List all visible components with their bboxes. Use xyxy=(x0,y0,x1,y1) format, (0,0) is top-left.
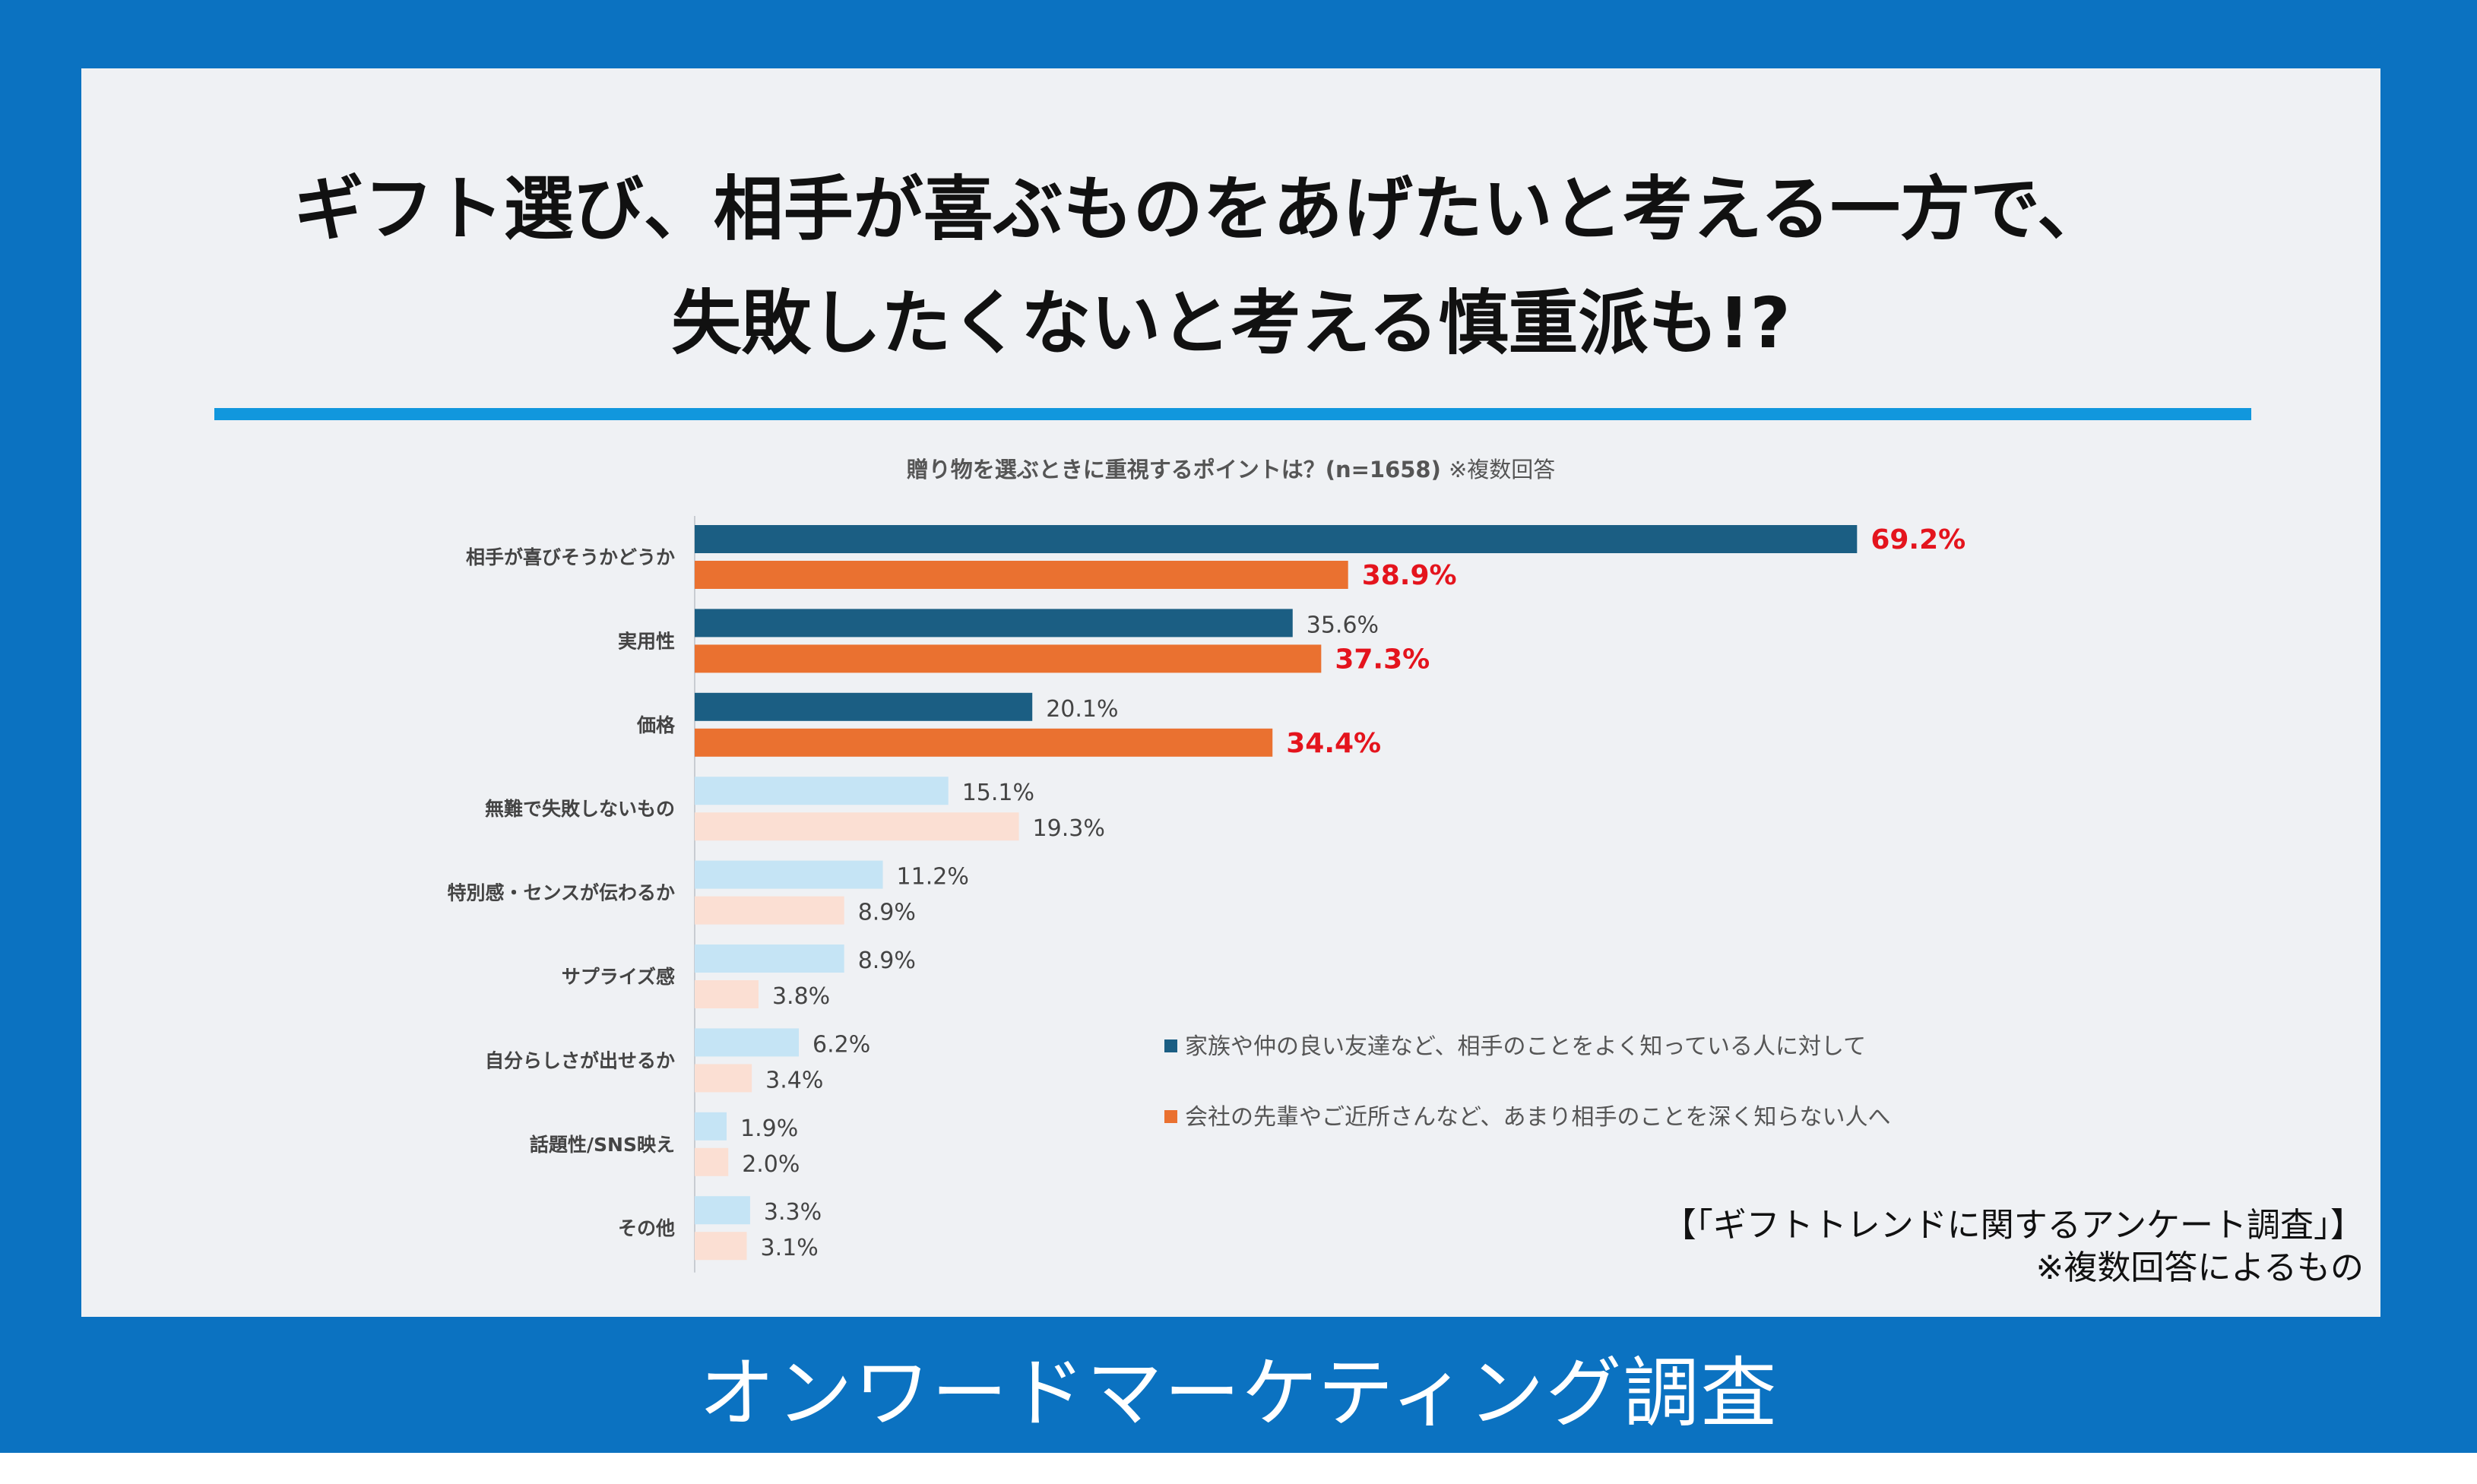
data-label-series-2: 19.3% xyxy=(1033,815,1105,842)
category-label: 特別感・センスが伝わるか xyxy=(447,882,675,904)
bar-chart: 相手が喜びそうかどうか 69.2% 38.9% 実用性 35.6% 37.3% 価格 20.1… xyxy=(447,516,1965,1273)
bar-series-1 xyxy=(695,609,1293,638)
chart-title-main: 贈り物を選ぶときに重視するポイントは？(n=1658) xyxy=(906,457,1441,483)
bar-series-1 xyxy=(695,860,883,889)
footer-caption: オンワードマーケティング調査 xyxy=(698,1349,1779,1438)
source-line-2: ※複数回答によるもの xyxy=(2035,1248,2364,1288)
category-label: 自分らしさが出せるか xyxy=(485,1049,675,1071)
data-label-series-2: 3.1% xyxy=(761,1235,819,1261)
bar-series-1 xyxy=(695,1196,750,1225)
bar-series-2 xyxy=(695,644,1322,673)
headline-line-2: 失敗したくないと考える慎重派も!? xyxy=(671,283,1791,364)
chart-title: 贈り物を選ぶときに重視するポイントは？(n=1658) ※複数回答 xyxy=(81,452,2380,484)
category-label: 相手が喜びそうかどうか xyxy=(466,546,675,568)
category-label: サプライズ感 xyxy=(562,966,675,988)
content-panel: ギフト選び、相手が喜ぶものをあげたいと考える一方で、 失敗したくないと考える慎重… xyxy=(81,68,2380,1317)
data-label-series-1: 1.9% xyxy=(740,1115,798,1142)
legend-item-series-2: 会社の先輩やご近所さんなど、あまり相手のことを深く知らない人へ xyxy=(1164,1098,1891,1131)
bar-series-2 xyxy=(695,1232,747,1261)
category-label: 話題性/SNS映え xyxy=(530,1134,675,1156)
bar-series-2 xyxy=(695,812,1019,841)
legend-label-series-1: 家族や仲の良い友達など、相手のことをよく知っている人に対して xyxy=(1185,1033,1867,1060)
data-label-series-2: 8.9% xyxy=(858,900,916,926)
data-label-series-2: 2.0% xyxy=(742,1151,800,1178)
headline-line-1: ギフト選び、相手が喜ぶものをあげたいと考える一方で、 xyxy=(293,169,2108,250)
data-label-series-2: 3.8% xyxy=(772,983,830,1010)
data-label-series-1: 69.2% xyxy=(1870,524,1965,555)
data-label-series-1: 6.2% xyxy=(812,1031,870,1058)
divider-rule xyxy=(214,408,2251,420)
bar-series-1 xyxy=(695,1028,800,1057)
bar-series-1 xyxy=(695,525,1858,553)
data-label-series-1: 11.2% xyxy=(897,864,969,891)
bar-series-1 xyxy=(695,777,949,805)
data-label-series-2: 34.4% xyxy=(1286,728,1381,759)
legend-label-series-2: 会社の先輩やご近所さんなど、あまり相手のことを深く知らない人へ xyxy=(1185,1104,1891,1131)
bar-series-2 xyxy=(695,980,759,1008)
data-label-series-1: 15.1% xyxy=(962,780,1034,806)
data-label-series-2: 3.4% xyxy=(765,1067,823,1093)
data-label-series-1: 8.9% xyxy=(858,948,916,974)
source-line-1: 【「ギフトトレンドに関するアンケート調査」】 xyxy=(1662,1206,2364,1245)
data-label-series-1: 20.1% xyxy=(1046,696,1118,723)
category-label: 価格 xyxy=(636,714,676,736)
legend-swatch-series-1 xyxy=(1164,1039,1177,1052)
data-label-series-2: 37.3% xyxy=(1335,644,1430,675)
bar-series-2 xyxy=(695,728,1273,757)
bar-series-2 xyxy=(695,1064,752,1093)
bar-series-2 xyxy=(695,896,844,925)
category-label: その他 xyxy=(618,1217,675,1239)
legend-swatch-series-2 xyxy=(1164,1110,1177,1123)
legend-item-series-1: 家族や仲の良い友達など、相手のことをよく知っている人に対して xyxy=(1164,1027,1866,1061)
bar-series-2 xyxy=(695,1147,729,1176)
category-label: 実用性 xyxy=(618,630,675,652)
bar-series-1 xyxy=(695,945,844,973)
bar-series-1 xyxy=(695,692,1033,721)
source-note: 【「ギフトトレンドに関するアンケート調査」】 ※複数回答によるもの xyxy=(1663,1204,2364,1290)
data-label-series-1: 3.3% xyxy=(764,1199,822,1226)
data-label-series-1: 35.6% xyxy=(1307,612,1379,638)
data-label-series-2: 38.9% xyxy=(1362,560,1457,591)
category-label: 無難で失敗しないもの xyxy=(485,798,675,820)
bar-series-1 xyxy=(695,1112,727,1141)
page-frame: ギフト選び、相手が喜ぶものをあげたいと考える一方で、 失敗したくないと考える慎重… xyxy=(0,0,2477,1453)
chart-title-note: ※複数回答 xyxy=(1448,457,1556,483)
bar-series-2 xyxy=(695,561,1348,589)
